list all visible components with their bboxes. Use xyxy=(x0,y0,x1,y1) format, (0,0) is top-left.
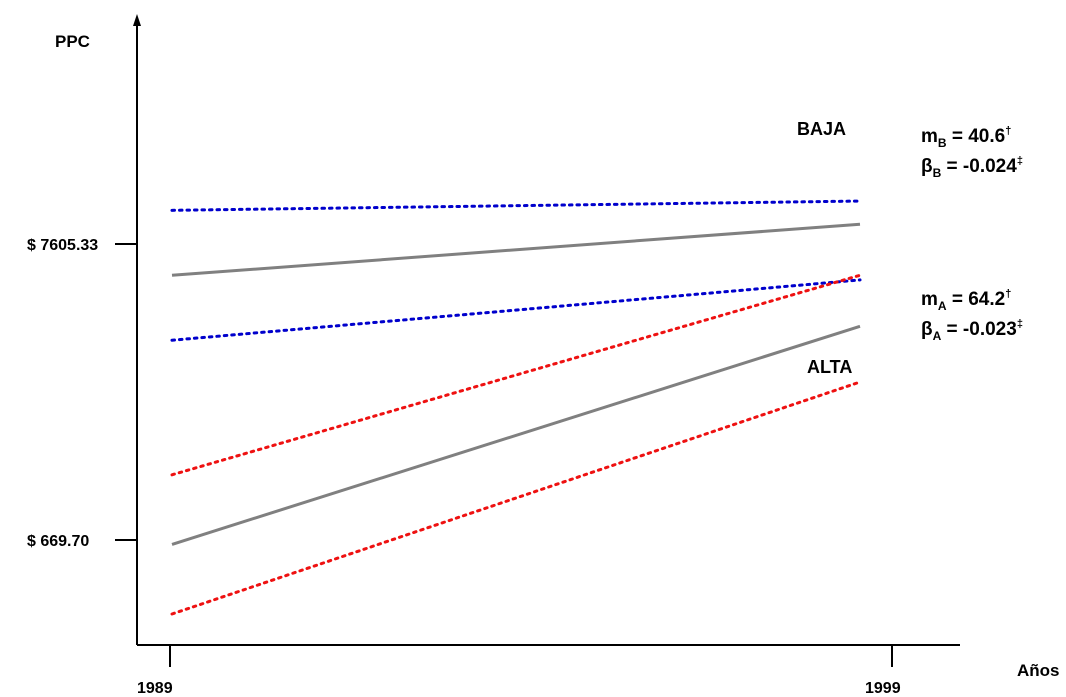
x-tick-label-1989: 1989 xyxy=(137,680,173,697)
annotation-baja-beta: βB = -0.024‡ xyxy=(921,155,1023,180)
annotation-alta-beta: βA = -0.023‡ xyxy=(921,318,1023,343)
series-label-baja: BAJA xyxy=(797,119,846,139)
series-line-band-4-4 xyxy=(170,273,862,477)
series-layer xyxy=(170,199,862,616)
y-tick-label-1: $ 7605.33 xyxy=(27,237,98,254)
series-line-band-5-5 xyxy=(170,380,862,616)
series-line-band-1-1 xyxy=(170,199,862,212)
x-axis-label: Años xyxy=(1017,661,1060,680)
x-tick-label-1999: 1999 xyxy=(865,680,901,697)
series-line-alta-3 xyxy=(171,324,861,546)
y-tick-label-2: $ 669.70 xyxy=(27,533,89,550)
series-line-baja-0 xyxy=(171,222,861,277)
y-axis-arrow xyxy=(133,14,141,26)
series-line-band-2-2 xyxy=(170,278,862,342)
series-label-alta: ALTA xyxy=(807,357,852,377)
annotation-baja-m: mB = 40.6† xyxy=(921,125,1011,150)
y-axis-label: PPC xyxy=(55,32,90,51)
annotation-alta-m: mA = 64.2† xyxy=(921,288,1011,313)
